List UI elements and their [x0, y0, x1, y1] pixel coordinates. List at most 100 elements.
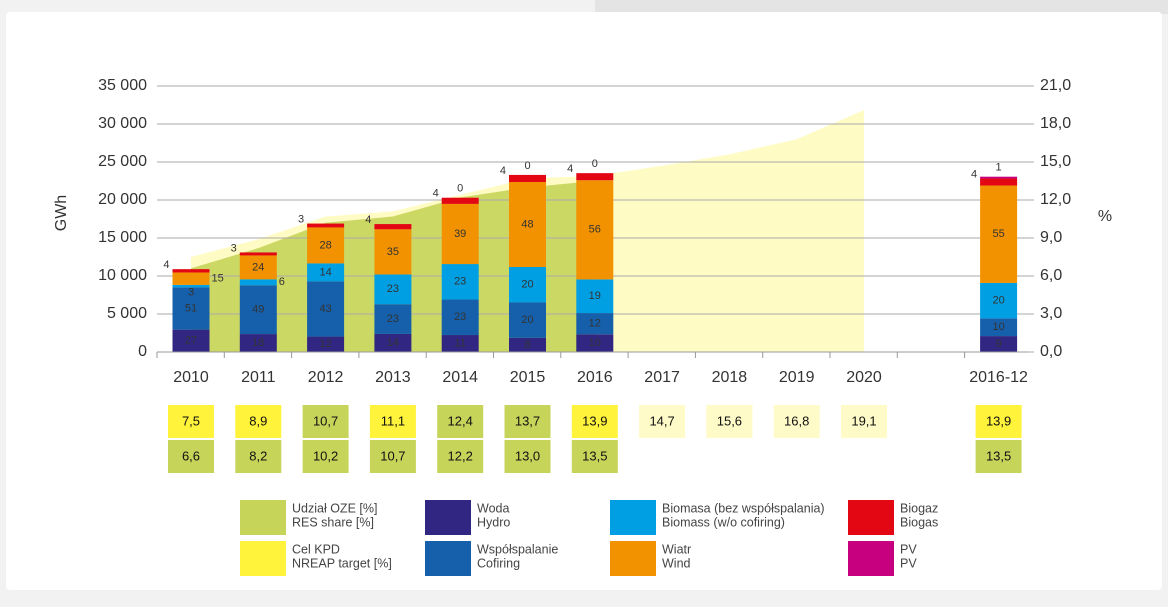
table-cell [571, 440, 618, 473]
bar-segment [441, 203, 479, 265]
table-cell-label: 13,5 [986, 448, 1011, 463]
table-cell [369, 405, 416, 438]
table-cell-label: 8,9 [249, 413, 267, 428]
bar-segment [441, 197, 479, 204]
legend-label-en: Biogas [900, 515, 938, 529]
table-cell-label: 15,6 [717, 413, 742, 428]
table-cell [504, 440, 551, 473]
legend-swatch [848, 541, 894, 576]
segment-label: 48 [521, 218, 533, 230]
bar-segment [980, 336, 1018, 352]
bar-segment [576, 334, 614, 352]
y2-tick-label: 0,0 [1040, 343, 1062, 360]
bar-segment [239, 285, 277, 335]
bar-segment [374, 274, 412, 305]
segment-label: 10 [992, 321, 1004, 333]
bar-segment [374, 224, 412, 230]
bar-segment [509, 337, 546, 352]
bar-segment [239, 279, 277, 286]
legend-label-en: Cofiring [477, 556, 520, 570]
x-tick-label: 2013 [375, 369, 411, 386]
segment-label: 4 [971, 168, 977, 180]
x-tick-label: 2014 [442, 369, 478, 386]
bar-segment [172, 272, 210, 285]
table-cell [571, 405, 618, 438]
bar-segment [307, 336, 345, 352]
table-cell-label: 13,9 [986, 413, 1011, 428]
bar-segment [307, 223, 345, 228]
segment-label: 4 [365, 214, 371, 226]
segment-label: 55 [992, 228, 1004, 240]
bar-segment [374, 333, 412, 352]
legend-label: Biomasa (bez współspalania) [662, 501, 825, 515]
table-cell [504, 405, 551, 438]
segment-label: 19 [589, 290, 601, 302]
bar-segment [441, 264, 479, 300]
table-cell-label: 12,4 [448, 413, 473, 428]
x-tick-label: 2015 [510, 369, 546, 386]
segment-label: 3 [188, 286, 194, 298]
y-tick-label: 10 000 [98, 267, 147, 284]
segment-label: 35 [387, 246, 399, 258]
table-cell [168, 440, 214, 473]
bar-segment [441, 299, 479, 336]
y-tick-label: 20 000 [98, 191, 147, 208]
segment-label: 1 [996, 162, 1002, 174]
table-cell-label: 8,2 [249, 448, 267, 463]
bar-segment [980, 185, 1018, 283]
x-tick-label: 2016 [577, 369, 613, 386]
table-cell-label: 7,5 [182, 413, 200, 428]
y2-tick-label: 15,0 [1040, 153, 1071, 170]
legend-swatch [425, 500, 471, 535]
bar-segment [239, 255, 277, 280]
bar-segment [374, 229, 412, 275]
y2-tick-label: 3,0 [1040, 305, 1062, 322]
bar-segment [172, 269, 210, 273]
segment-label: 23 [454, 276, 466, 288]
bar-segment [172, 284, 210, 288]
segment-label: 0 [592, 158, 598, 170]
segment-label: 6 [279, 276, 285, 288]
table-cell [235, 405, 282, 438]
bar-segment [172, 287, 210, 330]
legend-swatch [610, 500, 656, 535]
legend-label-en: RES share [%] [292, 515, 374, 529]
y2-tick-label: 18,0 [1040, 115, 1071, 132]
segment-label: 20 [992, 295, 1004, 307]
x-tick-label: 2011 [241, 369, 276, 386]
legend-label-en: Hydro [477, 515, 510, 529]
legend-label-en: PV [900, 556, 917, 570]
y-tick-label: 30 000 [98, 115, 147, 132]
legend-label-en: Biomass (w/o cofiring) [662, 515, 785, 529]
segment-label: 14 [319, 266, 331, 278]
bar-segment [239, 252, 277, 256]
table-cell [706, 405, 753, 438]
segment-label: 10 [589, 337, 601, 349]
segment-label: 12 [319, 338, 331, 350]
legend-swatch [425, 541, 471, 576]
table-cell [773, 405, 820, 438]
segment-label: 28 [319, 239, 331, 251]
segment-label: 9 [996, 338, 1002, 350]
legend-label: Współspalanie [477, 542, 558, 556]
table-cell [437, 440, 484, 473]
segment-label: 8 [524, 339, 530, 351]
legend-swatch [240, 500, 286, 535]
y-tick-label: 25 000 [98, 153, 147, 170]
bar-segment [441, 335, 479, 352]
table-cell [975, 440, 1022, 473]
table-cell-label: 11,1 [381, 413, 405, 428]
y-axis-title: GWh [53, 195, 70, 231]
header-tab [595, 0, 1168, 14]
segment-label: 0 [457, 183, 463, 195]
legend-label-en: NREAP target [%] [292, 556, 392, 570]
legend-label: Woda [477, 501, 509, 515]
bar-segment [509, 302, 546, 338]
table-cell-label: 10,2 [313, 448, 338, 463]
bar-segment [576, 180, 614, 280]
x-tick-label: 2012 [308, 369, 344, 386]
y2-tick-label: 6,0 [1040, 267, 1062, 284]
bar-segment [576, 173, 614, 181]
y2-tick-label: 12,0 [1040, 191, 1071, 208]
